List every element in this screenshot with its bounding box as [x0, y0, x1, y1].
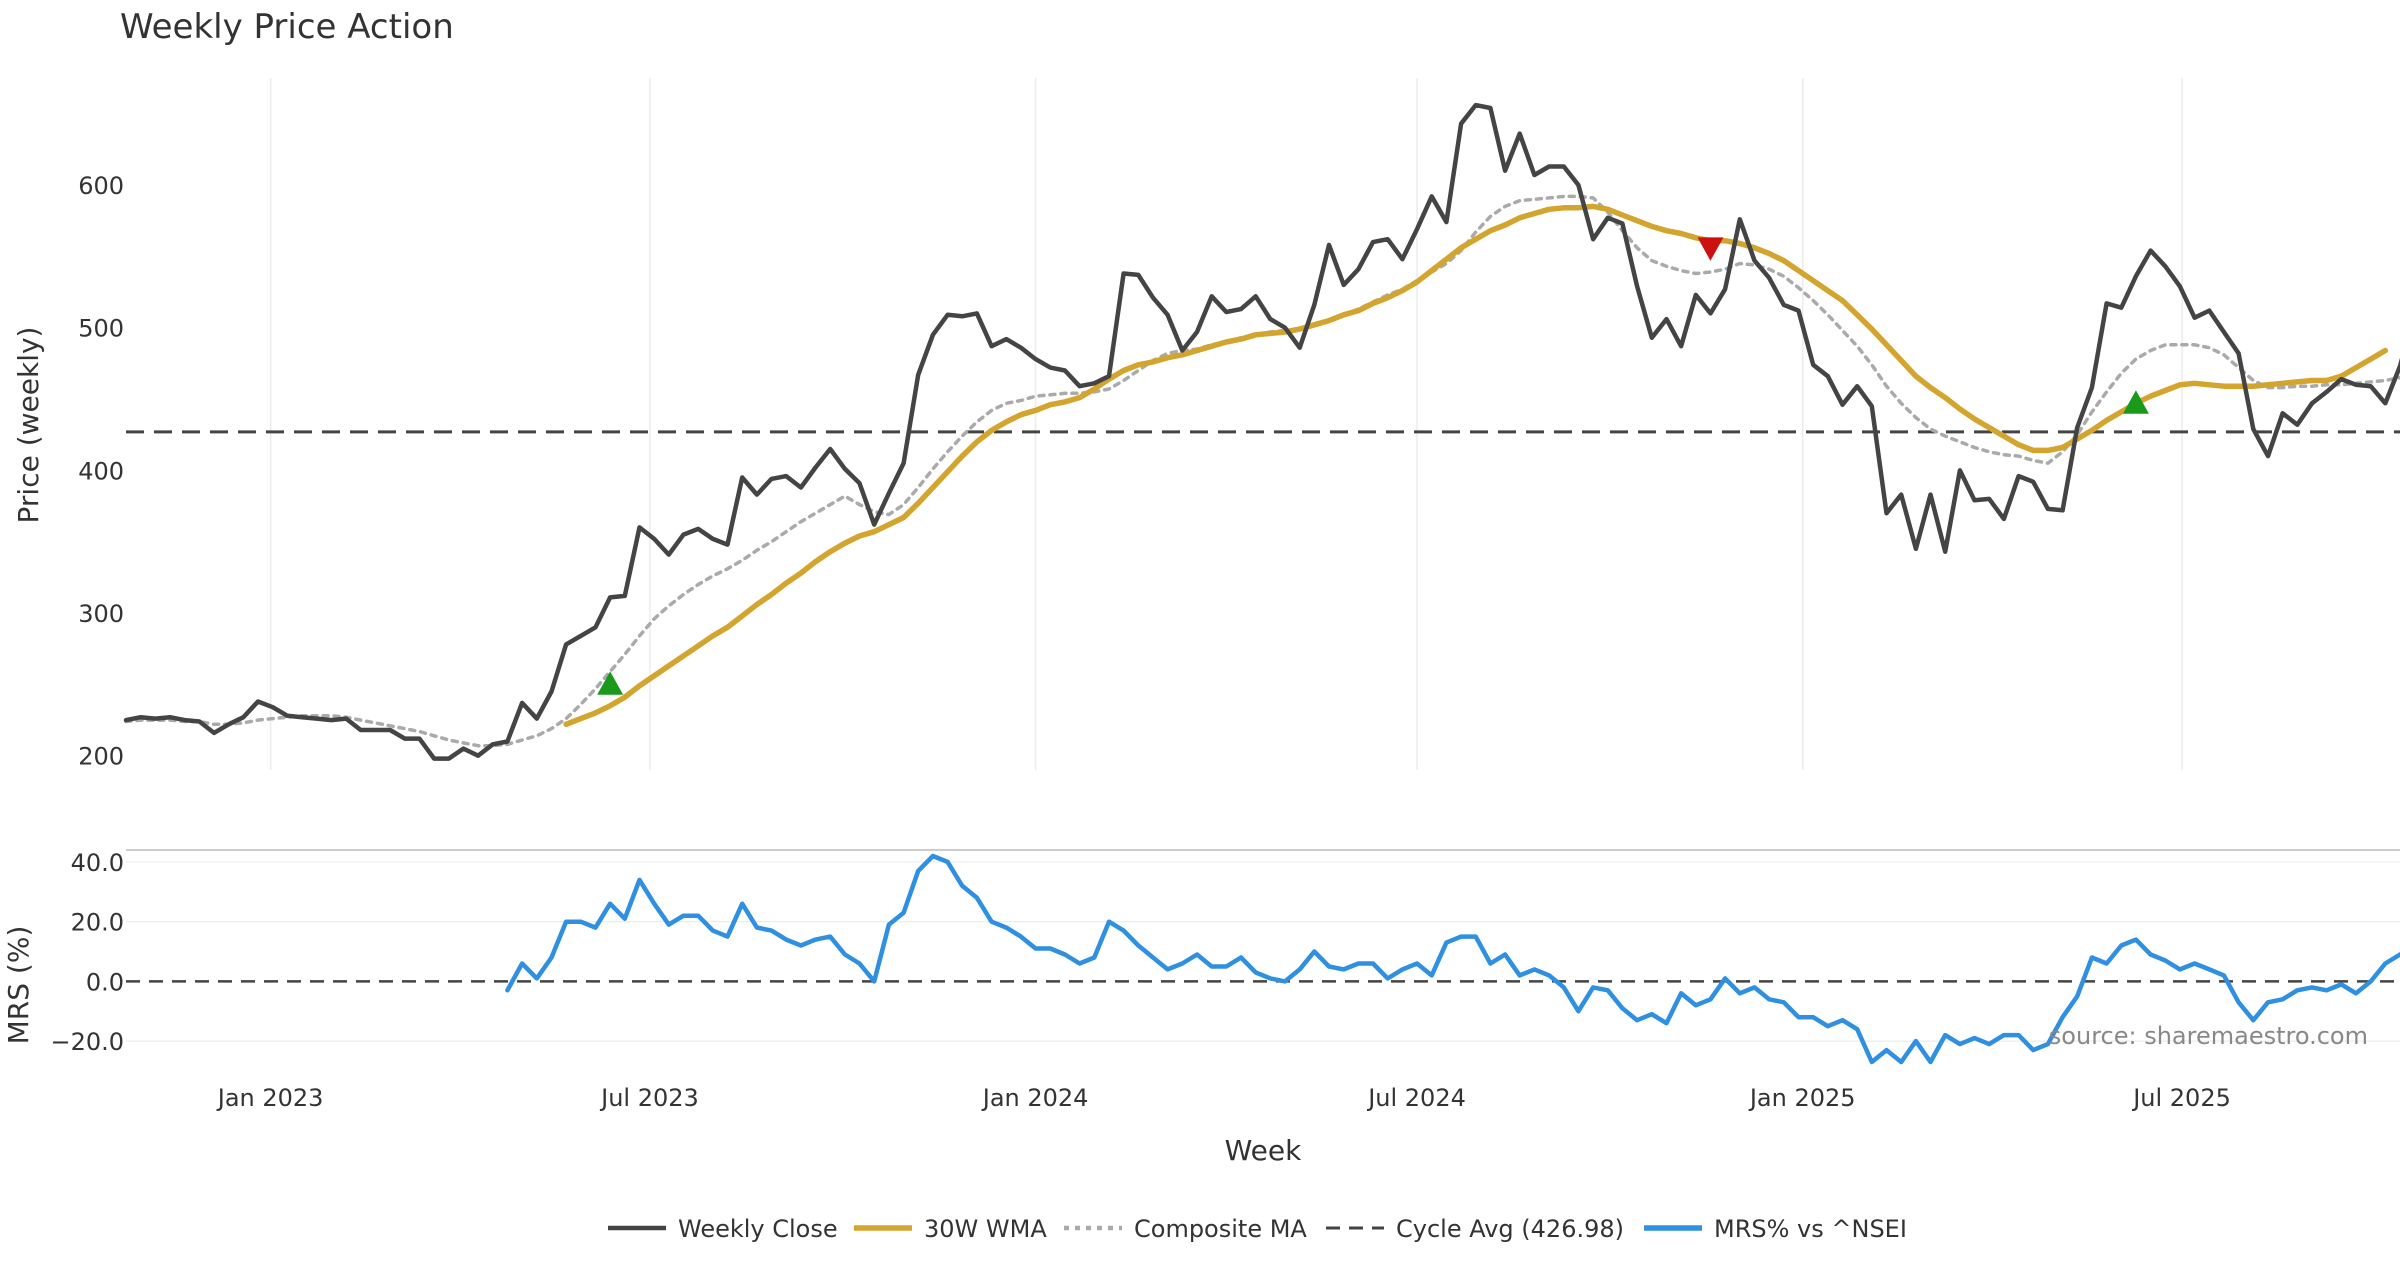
- mrs-y-tick-label: 0.0: [86, 968, 124, 996]
- legend-item: MRS% vs ^NSEI: [1644, 1215, 1907, 1243]
- legend-item: Composite MA: [1064, 1215, 1307, 1243]
- x-tick-label: Jan 2025: [1748, 1084, 1856, 1112]
- legend-label: 30W WMA: [924, 1215, 1047, 1243]
- x-axis: Jan 2023 Jul 2023 Jan 2024 Jul 2024 Jan 2025…: [216, 1084, 2231, 1112]
- chart-title: Weekly Price Action: [120, 7, 454, 47]
- x-tick-label: Jul 2024: [1366, 1084, 1466, 1112]
- x-tick-label: Jul 2023: [599, 1084, 699, 1112]
- buy-signal-marker: [2122, 390, 2149, 414]
- legend-item: Weekly Close: [608, 1215, 838, 1243]
- x-tick-label: Jan 2023: [216, 1084, 324, 1112]
- price-y-tick-label: 400: [78, 457, 124, 485]
- legend-item: 30W WMA: [854, 1215, 1047, 1243]
- weekly-close-line: [123, 102, 2400, 761]
- x-tick-label: Jan 2024: [981, 1084, 1089, 1112]
- legend: Weekly Close 30W WMA Composite MA Cycle Avg…: [608, 1215, 1907, 1243]
- mrs-line: [505, 853, 2400, 1065]
- buy-signal-marker: [597, 671, 624, 695]
- price-y-tick-label: 300: [78, 600, 124, 628]
- price-y-tick-label: 600: [78, 172, 124, 200]
- wma-30w-line: [563, 203, 2389, 728]
- legend-item: Cycle Avg (426.98): [1326, 1215, 1624, 1243]
- legend-label: Weekly Close: [678, 1215, 838, 1243]
- x-axis-label: Week: [1225, 1134, 1302, 1167]
- gridlines: [269, 78, 2183, 770]
- mrs-panel: −20.0 0.0 20.0 40.0: [50, 849, 2400, 1065]
- price-panel: 200 300 400 500 600: [78, 102, 2400, 771]
- legend-label: Composite MA: [1134, 1215, 1307, 1243]
- source-note: source: sharemaestro.com: [2049, 1022, 2368, 1050]
- mrs-y-tick-label: −20.0: [50, 1028, 124, 1056]
- price-y-axis-label: Price (weekly): [12, 327, 45, 524]
- sell-signal-marker: [1697, 237, 1724, 261]
- price-y-tick-label: 200: [78, 743, 124, 771]
- x-tick-label: Jul 2025: [2131, 1084, 2231, 1112]
- mrs-y-tick-label: 20.0: [71, 909, 124, 937]
- mrs-y-tick-label: 40.0: [71, 849, 124, 877]
- composite-ma-line: [124, 194, 2400, 748]
- legend-label: Cycle Avg (426.98): [1396, 1215, 1624, 1243]
- legend-label: MRS% vs ^NSEI: [1714, 1215, 1907, 1243]
- mrs-y-axis-label: MRS (%): [2, 926, 35, 1045]
- price-y-tick-label: 500: [78, 315, 124, 343]
